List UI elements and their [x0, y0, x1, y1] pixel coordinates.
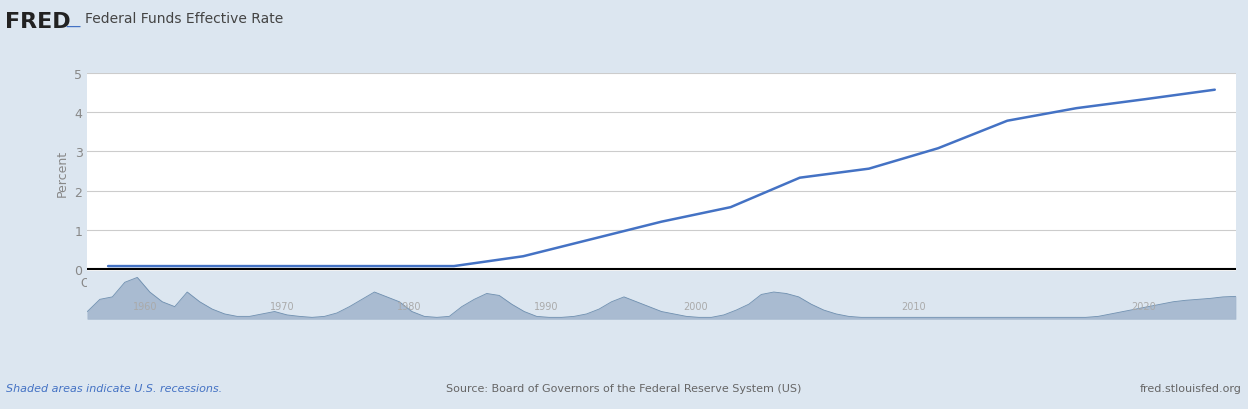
Text: Shaded areas indicate U.S. recessions.: Shaded areas indicate U.S. recessions. [6, 383, 222, 393]
Text: —: — [65, 18, 80, 34]
Text: 2010: 2010 [902, 301, 926, 312]
Text: 2020: 2020 [1131, 301, 1156, 312]
Text: fred.stlouisfed.org: fred.stlouisfed.org [1139, 383, 1242, 393]
Text: 2000: 2000 [684, 301, 708, 312]
Text: FRED: FRED [5, 12, 71, 32]
Text: 1980: 1980 [397, 301, 421, 312]
Text: 1990: 1990 [534, 301, 559, 312]
Text: 1960: 1960 [132, 301, 157, 312]
Text: Source: Board of Governors of the Federal Reserve System (US): Source: Board of Governors of the Federa… [447, 383, 801, 393]
Text: 1970: 1970 [271, 301, 295, 312]
Text: Federal Funds Effective Rate: Federal Funds Effective Rate [85, 12, 283, 26]
Y-axis label: Percent: Percent [56, 149, 69, 196]
